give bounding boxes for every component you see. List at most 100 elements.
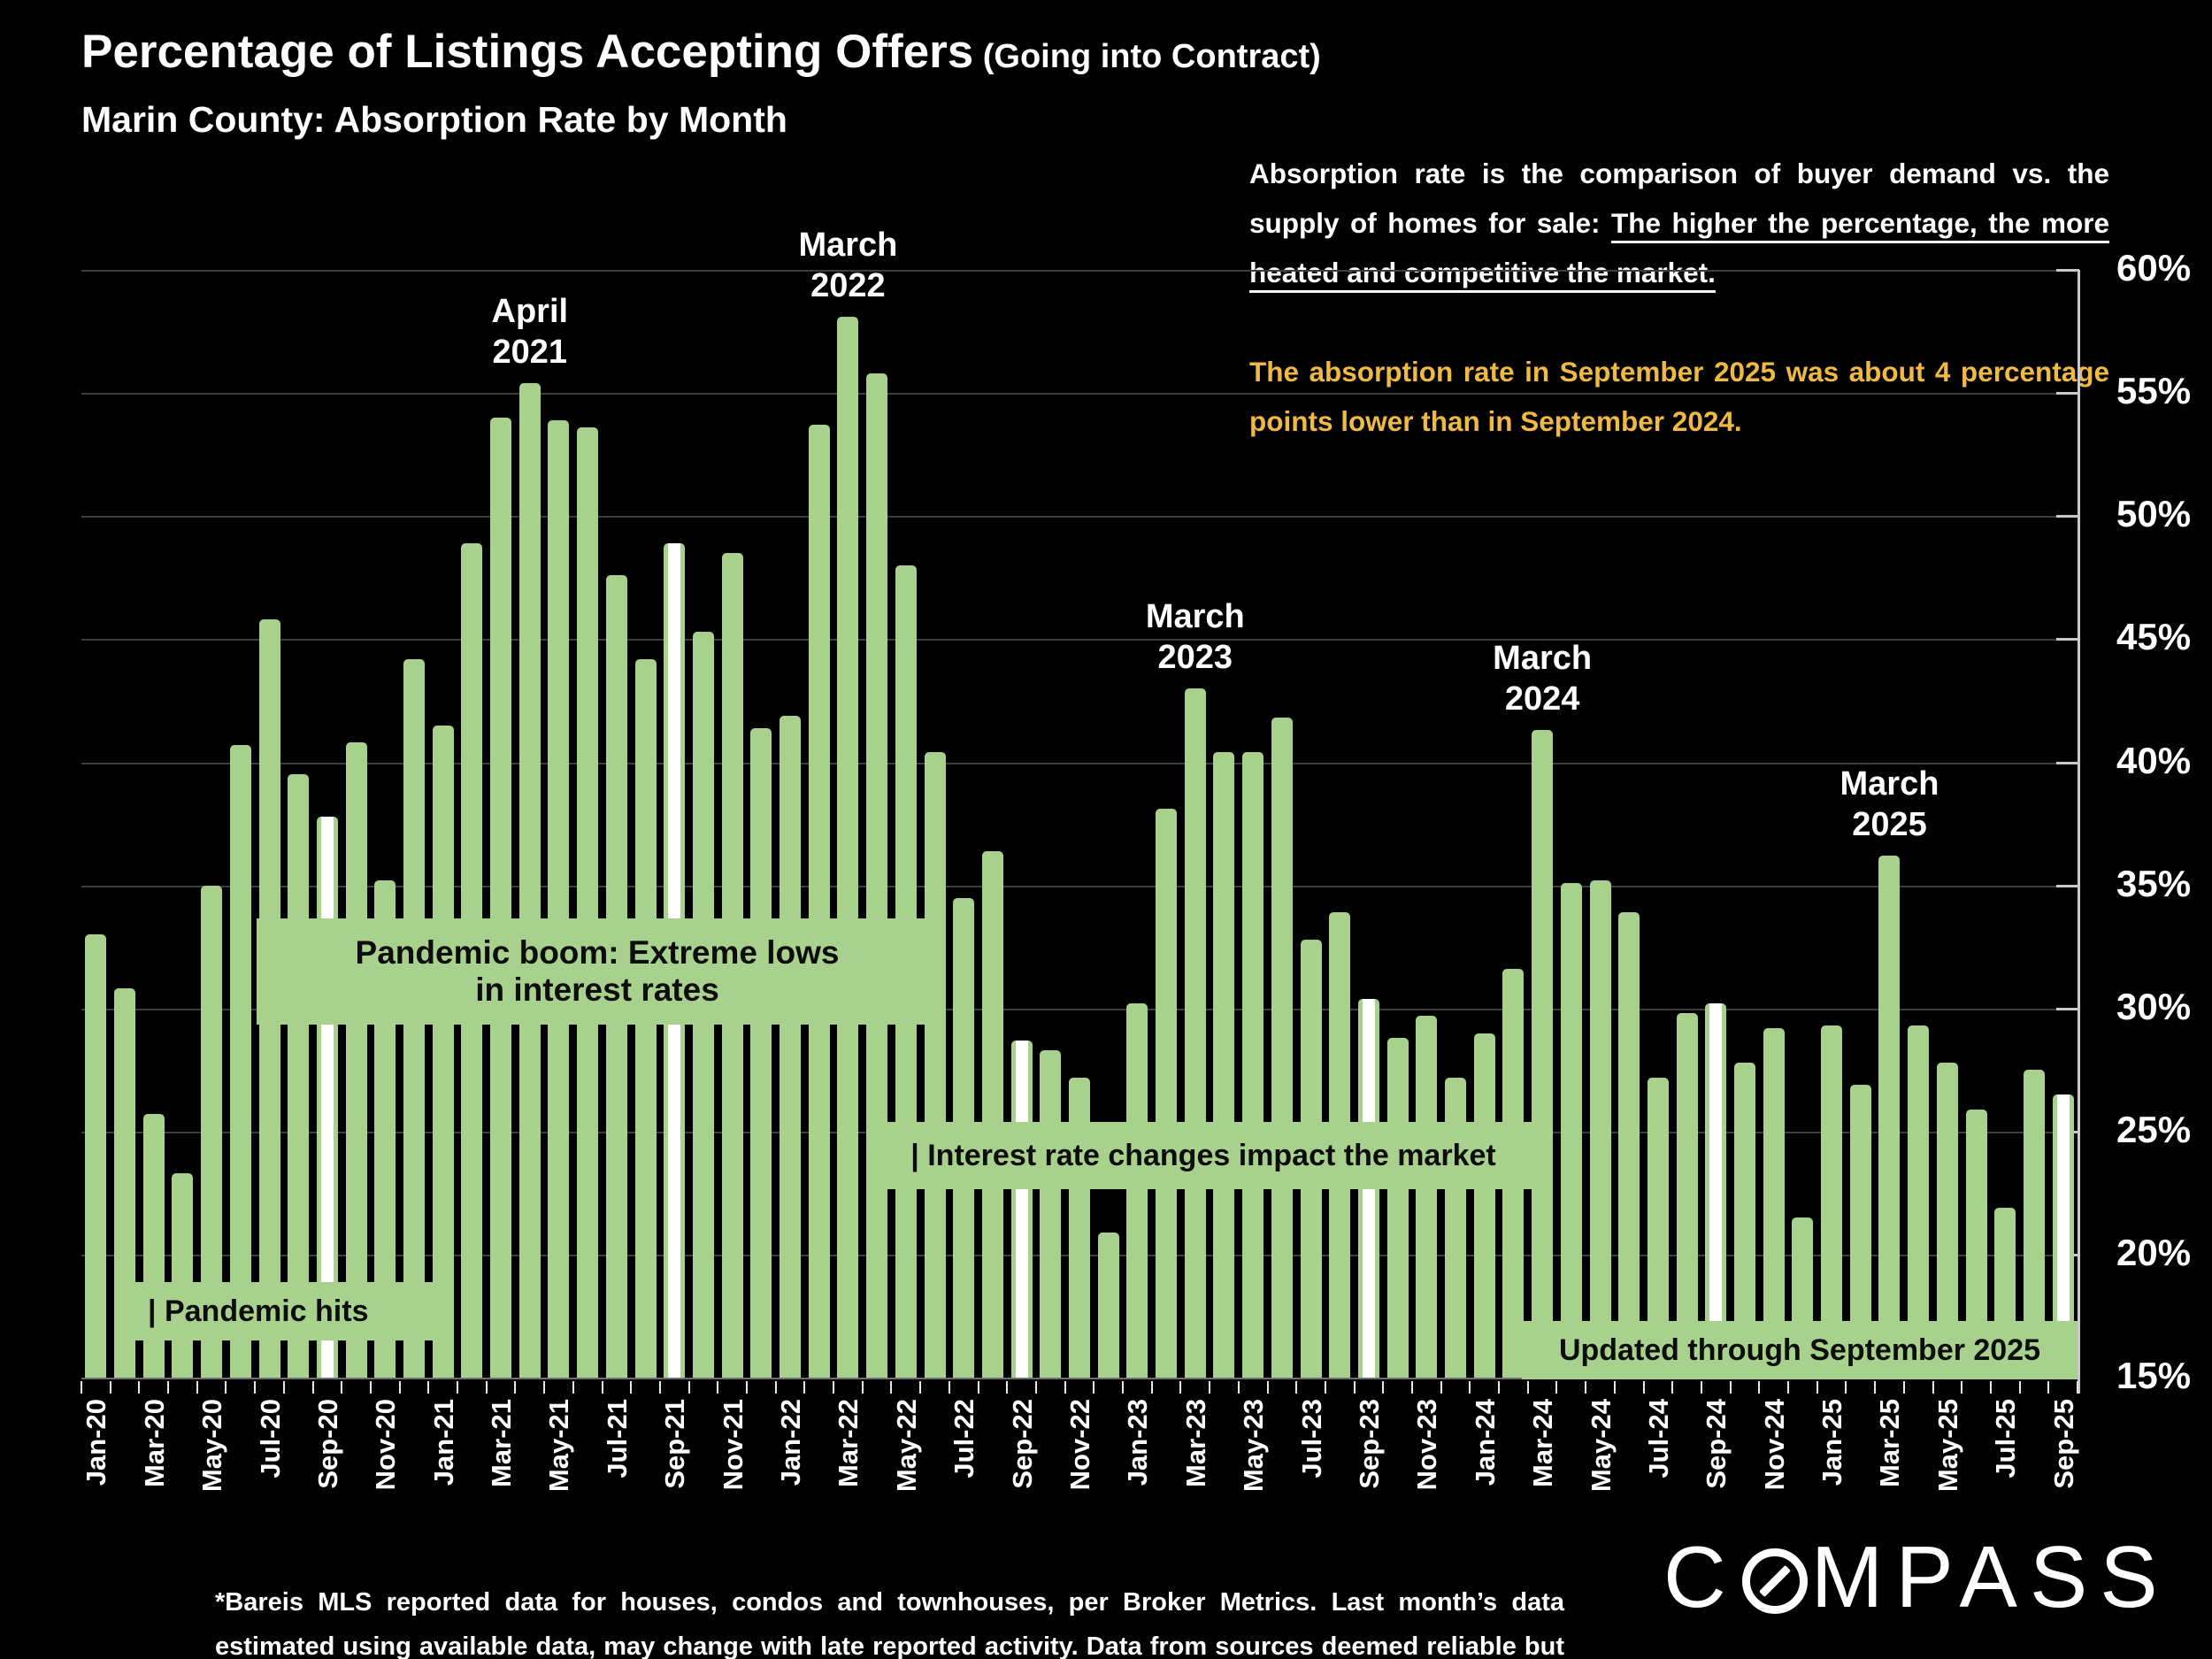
- y-axis-label-50: 50%: [2116, 493, 2192, 535]
- x-tick: [1353, 1381, 1356, 1394]
- x-tick: [2018, 1381, 2021, 1394]
- x-tick: [890, 1381, 893, 1394]
- y-axis-label-45: 45%: [2116, 616, 2192, 658]
- compass-logo-c: C: [1663, 1528, 1739, 1625]
- x-axis-label-Jan-25: Jan-25: [1816, 1399, 1848, 1486]
- bar-Aug-24: [1676, 1013, 1698, 1378]
- x-tick: [746, 1381, 748, 1394]
- x-tick: [658, 1381, 661, 1394]
- bar-Jan-21: [432, 725, 454, 1378]
- x-axis-label-May-24: May-24: [1585, 1399, 1617, 1493]
- bar-Feb-22: [808, 425, 830, 1378]
- y-axis-line: [2078, 270, 2080, 1394]
- x-axis-label-Mar-21: Mar-21: [486, 1399, 518, 1487]
- x-tick: [514, 1381, 517, 1394]
- x-axis-label-May-21: May-21: [543, 1399, 575, 1493]
- bar-Sep-22: [1010, 1040, 1033, 1378]
- x-tick: [1961, 1381, 1963, 1394]
- x-tick: [1555, 1381, 1558, 1394]
- x-tick: [1902, 1381, 1905, 1394]
- gridline-50: [81, 516, 2078, 518]
- bar-Apr-23: [1213, 752, 1235, 1378]
- x-tick: [687, 1381, 690, 1394]
- x-tick: [1006, 1381, 1009, 1394]
- x-tick: [1295, 1381, 1298, 1394]
- x-tick: [138, 1381, 141, 1394]
- x-tick: [109, 1381, 111, 1394]
- annotation-Mar-24: March 2024: [1493, 640, 1593, 718]
- x-tick: [254, 1381, 257, 1394]
- x-axis-label-Jul-20: Jul-20: [254, 1399, 286, 1479]
- annotation-Apr-21: April 2021: [491, 293, 569, 372]
- x-tick: [398, 1381, 401, 1394]
- x-tick: [1237, 1381, 1240, 1394]
- page-title: Percentage of Listings Accepting Offers …: [81, 25, 1321, 79]
- bar-Mar-21: [490, 418, 512, 1378]
- bar-Sep-24: [1705, 1003, 1727, 1378]
- annotation-Mar-25: March 2025: [1839, 765, 1939, 844]
- x-tick: [485, 1381, 488, 1394]
- y-axis-label-15: 15%: [2116, 1355, 2192, 1396]
- gridline-60: [81, 270, 2078, 273]
- y-tick-55: [2056, 392, 2079, 396]
- x-tick: [1816, 1381, 1818, 1394]
- x-axis-label-Nov-22: Nov-22: [1064, 1399, 1095, 1491]
- x-tick: [948, 1381, 950, 1394]
- x-tick: [81, 1381, 82, 1394]
- bar-Jun-24: [1618, 912, 1640, 1378]
- compass-needle-icon: [1741, 1548, 1808, 1614]
- x-tick: [977, 1381, 979, 1394]
- x-axis-label-May-23: May-23: [1238, 1399, 1270, 1493]
- x-tick: [1758, 1381, 1761, 1394]
- x-tick: [919, 1381, 922, 1394]
- bar-Nov-24: [1763, 1027, 1785, 1378]
- x-tick: [1845, 1381, 1847, 1394]
- x-axis-label-May-25: May-25: [1932, 1399, 1963, 1493]
- definition-lead: Absorption rate is the comparison of buy…: [1249, 157, 2109, 239]
- x-axis-label-Jul-22: Jul-22: [949, 1399, 980, 1479]
- bar-Jun-22: [924, 752, 946, 1378]
- y-axis-label-25: 25%: [2116, 1108, 2192, 1150]
- x-tick: [1034, 1381, 1037, 1394]
- x-axis-label-Sep-22: Sep-22: [1006, 1399, 1038, 1489]
- x-tick: [225, 1381, 227, 1394]
- x-tick: [1526, 1381, 1529, 1394]
- gridline-45: [81, 639, 2078, 641]
- absorption-definition: Absorption rate is the comparison of buy…: [1249, 149, 2109, 297]
- x-axis-line: [81, 1378, 2078, 1379]
- orange-note: The absorption rate in September 2025 wa…: [1249, 356, 2109, 437]
- x-tick: [1498, 1381, 1501, 1394]
- bar-Apr-24: [1560, 882, 1582, 1378]
- x-tick: [572, 1381, 574, 1394]
- x-tick: [341, 1381, 343, 1394]
- bar-Aug-20: [288, 774, 310, 1378]
- x-tick: [717, 1381, 719, 1394]
- y-tick-35: [2056, 884, 2079, 887]
- bar-Mar-22: [837, 317, 859, 1378]
- x-tick: [630, 1381, 633, 1394]
- y-axis-label-55: 55%: [2116, 370, 2192, 412]
- x-tick: [1209, 1381, 1211, 1394]
- description-block: Absorption rate is the comparison of buy…: [1249, 149, 2109, 446]
- x-tick: [1932, 1381, 1934, 1394]
- x-tick: [1469, 1381, 1471, 1394]
- x-axis-label-Jan-22: Jan-22: [775, 1399, 807, 1486]
- callout-pandemic-hits: | Pandemic hits: [119, 1282, 444, 1340]
- gridline-55: [81, 393, 2078, 396]
- x-tick: [1122, 1381, 1125, 1394]
- x-axis-label-Mar-22: Mar-22: [833, 1399, 864, 1487]
- y-tick-30: [2056, 1007, 2079, 1010]
- x-tick: [1093, 1381, 1095, 1394]
- x-axis-label-Mar-23: Mar-23: [1179, 1399, 1211, 1487]
- definition-underlined: The higher the percentage, the more heat…: [1249, 207, 2109, 288]
- x-tick: [861, 1381, 864, 1394]
- bar-Nov-23: [1416, 1016, 1438, 1378]
- bar-Jun-23: [1271, 718, 1293, 1378]
- bar-Apr-22: [866, 373, 888, 1378]
- x-axis-label-Jul-21: Jul-21: [601, 1399, 633, 1479]
- x-tick: [427, 1381, 430, 1394]
- bar-Mar-23: [1184, 688, 1206, 1378]
- x-axis-label-Sep-24: Sep-24: [1701, 1399, 1732, 1489]
- x-tick: [311, 1381, 314, 1394]
- x-tick: [2077, 1381, 2078, 1394]
